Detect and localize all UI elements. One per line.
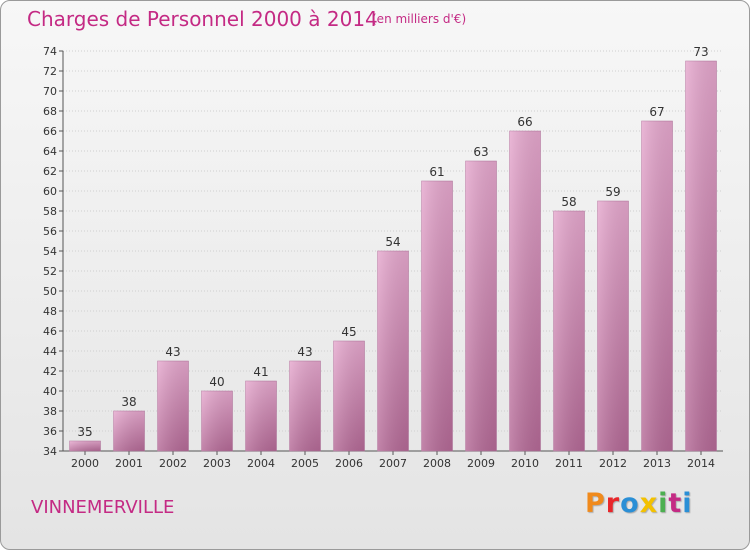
x-tick-label-2012: 2012	[599, 457, 627, 470]
y-tick-label: 54	[43, 245, 57, 258]
x-tick-label-2000: 2000	[71, 457, 99, 470]
x-tick-label-2002: 2002	[159, 457, 187, 470]
bar-shade-2007	[377, 251, 409, 451]
y-tick-label: 62	[43, 165, 57, 178]
y-tick-label: 58	[43, 205, 57, 218]
logo-letter: o	[620, 488, 640, 519]
y-tick-label: 48	[43, 305, 57, 318]
value-label-2012: 59	[605, 185, 620, 199]
bar-shade-2000	[69, 441, 101, 451]
y-tick-label: 70	[43, 85, 57, 98]
y-tick-label: 68	[43, 105, 57, 118]
bar-shade-2014	[685, 61, 717, 451]
y-tick-label: 60	[43, 185, 57, 198]
value-label-2013: 67	[649, 105, 664, 119]
x-tick-label-2009: 2009	[467, 457, 495, 470]
bar-shade-2012	[597, 201, 629, 451]
bar-shade-2011	[553, 211, 585, 451]
x-tick-label-2004: 2004	[247, 457, 275, 470]
value-label-2007: 54	[385, 235, 400, 249]
logo-letter: i	[682, 488, 693, 519]
y-tick-label: 64	[43, 145, 57, 158]
bar-shade-2003	[201, 391, 233, 451]
bar-shade-2002	[157, 361, 189, 451]
y-tick-label: 46	[43, 325, 57, 338]
logo-letter: t	[668, 488, 683, 519]
value-label-2011: 58	[561, 195, 576, 209]
y-tick-label: 38	[43, 405, 57, 418]
x-tick-label-2013: 2013	[643, 457, 671, 470]
logo-letter: r	[605, 488, 621, 519]
value-label-2006: 45	[341, 325, 356, 339]
bar-shade-2008	[421, 181, 453, 451]
y-tick-label: 56	[43, 225, 57, 238]
value-label-2009: 63	[473, 145, 488, 159]
y-tick-label: 72	[43, 65, 57, 78]
location-name: VINNEMERVILLE	[31, 497, 175, 518]
bar-shade-2006	[333, 341, 365, 451]
chart-title: Charges de Personnel 2000 à 2014	[27, 7, 378, 31]
bar-shade-2013	[641, 121, 673, 451]
x-tick-label-2010: 2010	[511, 457, 539, 470]
value-label-2002: 43	[165, 345, 180, 359]
value-label-2000: 35	[77, 425, 92, 439]
value-label-2004: 41	[253, 365, 268, 379]
value-label-2005: 43	[297, 345, 312, 359]
bar-shade-2001	[113, 411, 145, 451]
value-label-2010: 66	[517, 115, 532, 129]
x-tick-label-2001: 2001	[115, 457, 143, 470]
value-label-2001: 38	[121, 395, 136, 409]
x-tick-label-2014: 2014	[687, 457, 715, 470]
value-label-2003: 40	[209, 375, 224, 389]
y-tick-label: 36	[43, 425, 57, 438]
y-tick-label: 34	[43, 445, 57, 458]
x-tick-label-2005: 2005	[291, 457, 319, 470]
y-tick-label: 74	[43, 45, 57, 58]
bar-shade-2004	[245, 381, 277, 451]
y-tick-label: 42	[43, 365, 57, 378]
logo-letter: x	[639, 488, 659, 519]
x-tick-label-2008: 2008	[423, 457, 451, 470]
bar-shade-2010	[509, 131, 541, 451]
y-tick-label: 44	[43, 345, 57, 358]
bar-shade-2005	[289, 361, 321, 451]
x-tick-label-2006: 2006	[335, 457, 363, 470]
x-tick-label-2003: 2003	[203, 457, 231, 470]
logo-letter: P	[585, 488, 606, 519]
bar-shade-2009	[465, 161, 497, 451]
y-tick-label: 52	[43, 265, 57, 278]
x-tick-label-2007: 2007	[379, 457, 407, 470]
x-tick-label-2011: 2011	[555, 457, 583, 470]
chart-subtitle: (en milliers d'€)	[372, 12, 467, 26]
value-label-2014: 73	[693, 45, 708, 59]
logo-letter: i	[658, 488, 669, 519]
value-label-2008: 61	[429, 165, 444, 179]
proxiti-logo: Proxiti	[585, 488, 693, 519]
y-tick-label: 66	[43, 125, 57, 138]
y-tick-label: 40	[43, 385, 57, 398]
y-tick-label: 50	[43, 285, 57, 298]
